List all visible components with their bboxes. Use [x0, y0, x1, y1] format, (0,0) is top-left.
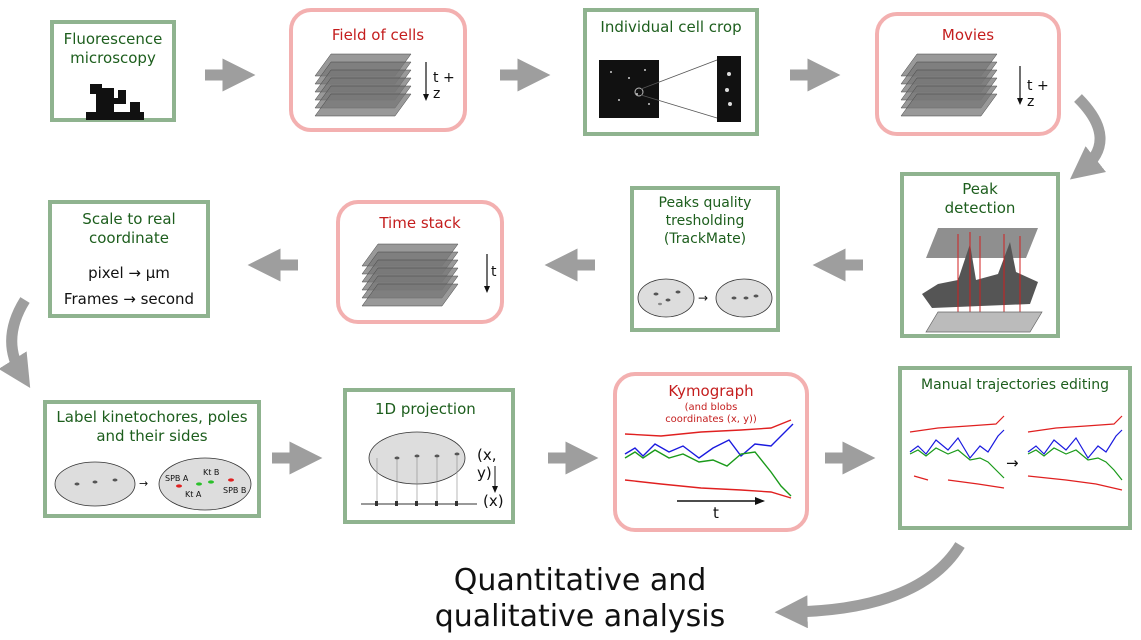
projection-illustration	[361, 431, 477, 506]
node-subtitle: (and blobs coordinates (x, y))	[665, 402, 757, 425]
axis-label: t + z	[433, 70, 455, 102]
arrow-4	[1069, 94, 1107, 180]
node-projection-1d: 1D projection (x, y) (x)	[343, 388, 515, 524]
node-time-stack: Time stack t	[336, 200, 504, 324]
node-manual-editing: Manual trajectories editing →	[898, 366, 1132, 530]
image-stack-icon	[314, 53, 412, 117]
node-peaks-quality: Peaks quality tresholding (TrackMate) →	[630, 186, 780, 332]
x-label: (x)	[483, 492, 504, 510]
xy-label: (x, y)	[477, 446, 497, 482]
image-stack-icon	[361, 243, 459, 307]
node-fluorescence: Fluorescence microscopy	[50, 20, 176, 122]
node-field-of-cells: Field of cells t + z	[289, 8, 467, 132]
arrow-12	[774, 542, 965, 629]
node-movies: Movies t + z	[875, 12, 1061, 136]
label-kt-a: Kt A	[185, 490, 202, 499]
final-output-line1: Quantitative and	[453, 563, 707, 598]
node-title: Peaks quality tresholding (TrackMate)	[658, 195, 752, 247]
node-cell-crop: Individual cell crop	[583, 8, 759, 136]
label-cells-illustration: →	[54, 457, 252, 511]
kymograph-traces	[624, 419, 794, 499]
node-label-kinetochores: Label kinetochores, poles and their side…	[43, 400, 261, 518]
node-peak-detection: Peak detection	[900, 172, 1060, 338]
node-scale: Scale to real coordinate pixel → µm Fram…	[48, 200, 210, 318]
image-stack-icon	[900, 53, 998, 117]
node-title: Individual cell crop	[600, 18, 742, 36]
down-arrow-icon	[1017, 66, 1023, 105]
label-spb-b: SPB B	[223, 486, 247, 495]
microscope-icon	[86, 84, 144, 120]
axis-label: t	[491, 264, 497, 280]
node-title: Movies	[941, 26, 995, 44]
cell-crop-image	[599, 56, 741, 122]
node-title: Label kinetochores, poles and their side…	[56, 408, 248, 445]
node-title: Scale to real coordinate	[82, 210, 176, 247]
node-title: Peak detection	[944, 180, 1016, 217]
node-title: Kymograph	[668, 382, 754, 400]
final-output-line2: qualitative analysis	[434, 599, 726, 634]
peak-detection-surface	[922, 228, 1043, 333]
threshold-cells-illustration: →	[637, 278, 773, 318]
node-title: Manual trajectories editing	[921, 377, 1109, 393]
node-title: Time stack	[379, 214, 461, 232]
down-arrow-icon	[492, 466, 498, 493]
axis-label: t + z	[1027, 78, 1049, 110]
down-arrow-icon	[423, 62, 429, 101]
node-kymograph: Kymograph (and blobs coordinates (x, y))…	[613, 372, 809, 532]
editing-arrow: →	[1006, 454, 1019, 472]
axis-label: t	[713, 504, 719, 522]
svg-text:→: →	[698, 291, 708, 305]
label-spb-a: SPB A	[165, 474, 189, 483]
trajectory-left	[909, 415, 1005, 489]
node-title: Field of cells	[331, 26, 425, 44]
svg-text:→: →	[139, 477, 148, 490]
node-title: 1D projection	[375, 400, 476, 418]
node-title: Fluorescence microscopy	[63, 30, 163, 67]
frames-to-second-text: Frames → second	[63, 290, 195, 308]
trajectory-right	[1027, 415, 1123, 491]
label-kt-b: Kt B	[203, 468, 220, 477]
down-arrow-icon	[484, 254, 490, 293]
pixel-to-um-text: pixel → µm	[88, 264, 170, 282]
time-arrow-icon	[677, 497, 765, 505]
arrow-8	[0, 297, 31, 389]
